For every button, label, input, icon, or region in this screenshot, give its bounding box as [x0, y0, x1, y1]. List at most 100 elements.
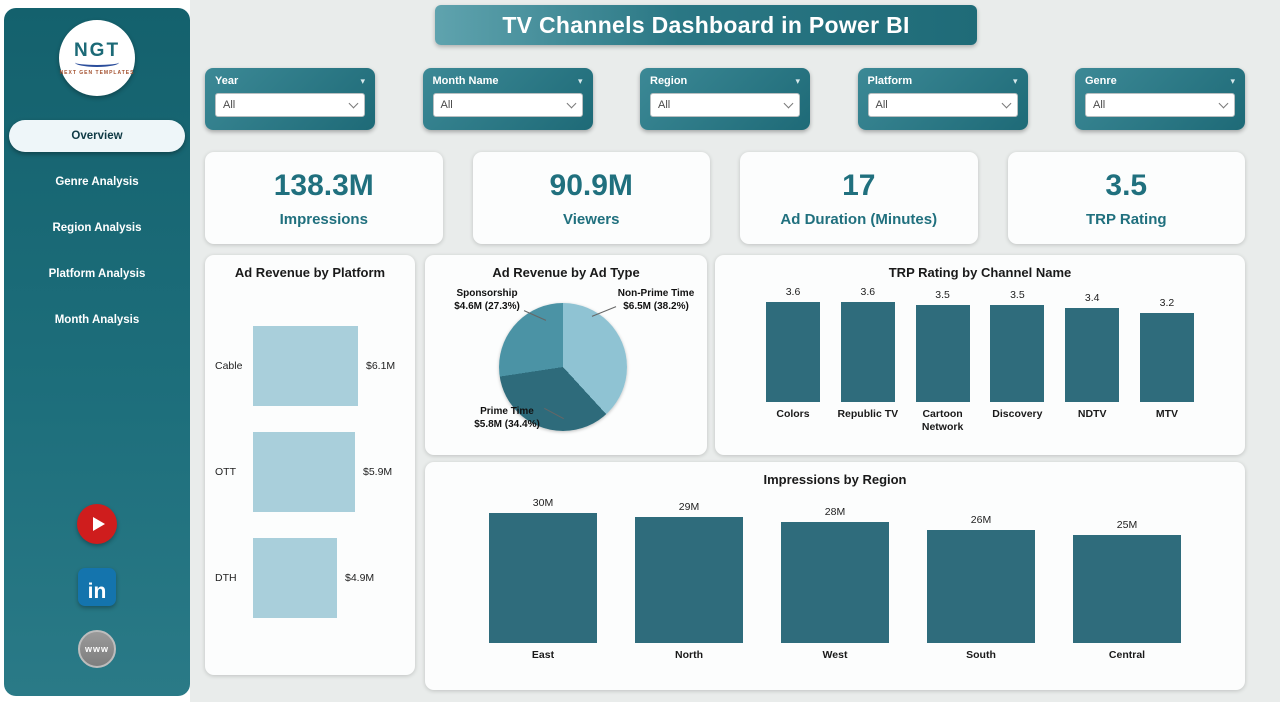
bar-column: 3.6 Colors — [757, 286, 829, 434]
category-label: Central — [1108, 649, 1146, 661]
bar-column: 26M South — [921, 514, 1041, 662]
value-label: 25M — [1116, 519, 1138, 531]
dropdown-value: All — [223, 99, 236, 111]
sidebar-nav: Overview Genre Analysis Region Analysis … — [4, 120, 190, 336]
category-label: MTV — [1155, 408, 1179, 420]
slice-detail: $5.8M (34.4%) — [474, 419, 540, 430]
ad-type-pie[interactable] — [499, 303, 627, 431]
sidebar-item-genre-analysis[interactable]: Genre Analysis — [55, 176, 139, 188]
slicer-menu-icon[interactable]: ▾ — [1012, 75, 1018, 86]
filter-year: Year ▾ All — [205, 68, 375, 130]
slicer-menu-icon[interactable]: ▾ — [795, 75, 800, 86]
chart-ad-revenue-by-platform: Ad Revenue by Platform Cable $6.1M OTT $5.9… — [205, 255, 415, 675]
hbar-row: DTH $4.9M — [215, 538, 405, 618]
bar-column: 25M Central — [1067, 519, 1187, 662]
sidebar-item-region-analysis[interactable]: Region Analysis — [52, 222, 142, 234]
chart-impressions-by-region: Impressions by Region 30M East 29M North 28M… — [425, 462, 1245, 690]
value-label: 26M — [970, 514, 992, 526]
chevron-down-icon — [783, 98, 794, 108]
bar[interactable] — [1073, 535, 1181, 643]
category-label: East — [531, 649, 555, 661]
linkedin-icon[interactable]: in — [78, 568, 116, 606]
page-title: TV Channels Dashboard in Power BI — [502, 11, 910, 38]
bar[interactable] — [489, 513, 597, 643]
value-label: 3.6 — [860, 286, 876, 298]
filter-genre: Genre ▾ All — [1075, 68, 1245, 130]
kpi-value: 17 — [842, 168, 876, 202]
kpi-label: Viewers — [563, 210, 620, 228]
value-label: 3.4 — [1084, 292, 1100, 304]
sidebar: NGT NEXT GEN TEMPLATES Overview Genre An… — [4, 8, 190, 696]
category-label: OTT — [215, 466, 236, 478]
bar-column: 3.4 NDTV — [1056, 292, 1128, 434]
platform-dropdown[interactable]: All — [867, 93, 1018, 117]
slice-name: Prime Time — [480, 406, 534, 417]
chevron-down-icon — [1218, 98, 1229, 108]
category-label: DTH — [215, 572, 237, 584]
kpi-viewers: 90.9M Viewers — [472, 152, 710, 244]
bar-column: 3.5 Discovery — [981, 289, 1053, 434]
trp-bars: 3.6 Colors 3.6 Republic TV 3.5 Cartoon Networ… — [715, 286, 1245, 434]
filter-month-name: Month Name ▾ All — [422, 68, 593, 130]
chevron-down-icon — [348, 98, 359, 108]
category-label: West — [822, 649, 848, 661]
hbar-row: Cable $6.1M — [215, 326, 405, 406]
slicer-menu-icon[interactable]: ▾ — [1230, 75, 1235, 86]
bar-column: 29M North — [629, 501, 749, 662]
bar[interactable] — [635, 517, 743, 643]
bar[interactable] — [766, 302, 820, 402]
slice-name: Non-Prime Time — [617, 288, 695, 299]
filter-label: Genre — [1085, 75, 1117, 87]
category-label: NDTV — [1077, 408, 1107, 420]
bar[interactable] — [1139, 313, 1194, 402]
dropdown-value: All — [875, 99, 888, 111]
chart-trp-rating-by-channel: TRP Rating by Channel Name 3.6 Colors 3.6 R… — [715, 255, 1245, 455]
bar[interactable] — [927, 530, 1035, 643]
slicer-menu-icon[interactable]: ▾ — [360, 75, 365, 86]
kpi-row: 138.3M Impressions 90.9M Viewers 17 Ad D… — [205, 152, 1245, 244]
category-label: South — [966, 649, 996, 661]
filter-label: Region — [650, 75, 688, 87]
bar[interactable] — [1065, 308, 1120, 402]
bar[interactable] — [253, 538, 337, 618]
bar[interactable] — [253, 326, 358, 406]
kpi-value: 90.9M — [549, 168, 633, 202]
month-name-dropdown[interactable]: All — [432, 93, 583, 117]
kpi-label: Impressions — [279, 210, 368, 228]
play-icon — [92, 517, 105, 531]
bar-column: 3.2 MTV — [1131, 297, 1203, 434]
region-dropdown[interactable]: All — [650, 93, 800, 117]
social-links: in www — [4, 504, 190, 668]
category-label: Cartoon Network — [921, 408, 964, 433]
bar-column: 30M East — [483, 497, 603, 662]
year-dropdown[interactable]: All — [215, 93, 365, 117]
value-label: 3.6 — [785, 286, 801, 298]
platform-bars: Cable $6.1M OTT $5.9M DTH $4.9M — [205, 326, 415, 618]
bar[interactable] — [990, 305, 1045, 402]
value-label: 3.5 — [1010, 289, 1025, 301]
chevron-down-icon — [1001, 98, 1011, 108]
category-label: Republic TV — [837, 408, 899, 420]
bar[interactable] — [781, 522, 889, 643]
sidebar-item-platform-analysis[interactable]: Platform Analysis — [48, 268, 146, 280]
bar[interactable] — [840, 302, 895, 402]
slicer-menu-icon[interactable]: ▾ — [577, 75, 583, 86]
sidebar-item-month-analysis[interactable]: Month Analysis — [54, 314, 140, 326]
youtube-icon[interactable] — [77, 504, 117, 544]
kpi-label: TRP Rating — [1085, 210, 1167, 228]
logo-swoosh-icon — [75, 58, 119, 67]
dropdown-value: All — [658, 99, 671, 111]
chart-title: Impressions by Region — [763, 472, 907, 487]
bar-column: 3.5 Cartoon Network — [907, 289, 979, 434]
bar[interactable] — [253, 432, 355, 512]
value-label: $4.9M — [345, 572, 375, 584]
website-globe-icon[interactable]: www — [78, 630, 116, 668]
dropdown-value: All — [440, 99, 453, 111]
genre-dropdown[interactable]: All — [1085, 93, 1235, 117]
pie-label-sponsorship: Sponsorship $4.6M (27.3%) — [433, 287, 541, 313]
sidebar-item-overview[interactable]: Overview — [9, 120, 185, 152]
bar[interactable] — [915, 305, 970, 402]
kpi-ad-duration: 17 Ad Duration (Minutes) — [740, 152, 978, 244]
value-label: $5.9M — [363, 466, 393, 478]
